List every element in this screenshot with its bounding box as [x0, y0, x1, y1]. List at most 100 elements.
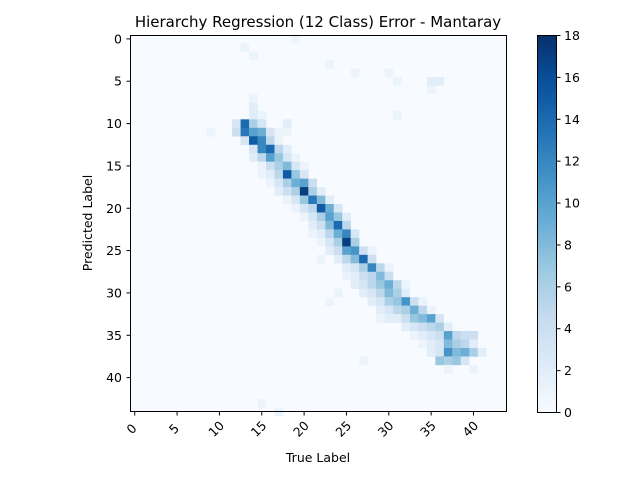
heatmap-cell — [426, 305, 436, 315]
heatmap-cell — [350, 263, 360, 273]
heatmap-cell — [350, 229, 360, 239]
colorbar — [537, 35, 557, 413]
y-tick-label: 5 — [114, 74, 122, 89]
heatmap-cell — [274, 127, 284, 137]
heatmap-cell — [460, 339, 470, 349]
heatmap-cell — [443, 322, 453, 332]
x-tick-label: 0 — [123, 421, 139, 437]
heatmap-cell — [249, 153, 258, 162]
heatmap-cell — [376, 297, 385, 306]
chart-title: Hierarchy Regression (12 Class) Error - … — [135, 13, 501, 31]
heatmap-cell — [384, 314, 394, 323]
heatmap-cell — [460, 356, 470, 366]
heatmap-cell — [359, 246, 368, 256]
colorbar-tick-label: 18 — [564, 28, 580, 43]
heatmap-cell — [359, 288, 368, 298]
heatmap-cell — [418, 314, 428, 323]
heatmap-cell — [274, 153, 284, 162]
heatmap-cell — [282, 187, 292, 196]
heatmap-cell — [342, 220, 351, 230]
heatmap-cell — [333, 237, 343, 247]
heatmap-cell — [435, 339, 445, 349]
heatmap-cell — [376, 288, 385, 298]
heatmap-cell — [282, 153, 292, 162]
heatmap-cell — [333, 212, 343, 222]
heatmap-cell — [376, 263, 385, 273]
heatmap-cell — [367, 288, 377, 298]
heatmap-cell — [384, 297, 394, 306]
y-tick-label: 25 — [106, 243, 122, 258]
heatmap-cell — [232, 119, 241, 129]
heatmap-cell — [282, 144, 292, 154]
heatmap-cell — [316, 195, 326, 205]
heatmap-cell — [308, 212, 318, 222]
heatmap-cell — [443, 356, 453, 366]
heatmap-cell — [367, 280, 377, 290]
heatmap-cell — [325, 297, 335, 306]
heatmap-cell — [426, 76, 436, 86]
heatmap-cell — [350, 237, 360, 247]
heatmap-cell — [460, 331, 470, 340]
heatmap-cell — [257, 127, 267, 137]
heatmap-cell — [291, 170, 301, 179]
colorbar-tick-label: 14 — [564, 112, 580, 127]
heatmap-cell — [376, 280, 385, 290]
colorbar-tick-label: 0 — [564, 405, 572, 420]
heatmap-cell — [274, 178, 284, 188]
heatmap-cell — [257, 110, 267, 120]
heatmap-cell — [299, 204, 309, 213]
y-tick-label: 40 — [106, 370, 122, 385]
heatmap-cell — [316, 254, 326, 264]
heatmap-cell — [316, 187, 326, 196]
heatmap-cell — [460, 347, 470, 357]
heatmap-cell — [299, 170, 309, 179]
heatmap-cell — [282, 178, 292, 188]
heatmap-cells — [130, 34, 507, 417]
y-axis-ticks: 0 5 10 15 20 25 30 35 40 — [106, 31, 131, 385]
heatmap-cell — [325, 237, 335, 247]
heatmap-cell — [240, 43, 250, 52]
heatmap-cell — [426, 85, 436, 95]
heatmap-cell — [435, 331, 445, 340]
heatmap-cell — [435, 314, 445, 323]
heatmap-cell — [274, 161, 284, 171]
heatmap-cell — [384, 68, 394, 78]
heatmap-cell — [435, 347, 445, 357]
colorbar-tick-label: 12 — [564, 154, 580, 169]
heatmap-cell — [350, 254, 360, 264]
heatmap-cell — [350, 280, 360, 290]
heatmap-cell — [249, 93, 258, 103]
heatmap-cell — [240, 119, 250, 129]
heatmap-cell — [401, 297, 411, 306]
heatmap-cell — [359, 263, 368, 273]
x-axis-label: True Label — [285, 450, 350, 465]
heatmap-cell — [393, 76, 402, 86]
heatmap-cell — [325, 229, 335, 239]
heatmap-cell — [342, 254, 351, 264]
heatmap-cell — [367, 254, 377, 264]
colorbar-tick-label: 6 — [564, 279, 572, 294]
heatmap-cell — [316, 229, 326, 239]
heatmap-cell — [265, 127, 275, 137]
heatmap-cell — [333, 204, 343, 213]
heatmap-cell — [299, 187, 309, 196]
heatmap-cell — [409, 305, 419, 315]
heatmap-cell — [359, 356, 368, 366]
heatmap-cell — [265, 178, 275, 188]
heatmap-cell — [409, 314, 419, 323]
heatmap-cell — [282, 195, 292, 205]
heatmap-cell — [257, 144, 267, 154]
heatmap-cell — [282, 127, 292, 137]
heatmap-cell — [477, 347, 487, 357]
heatmap-cell — [257, 153, 267, 162]
heatmap-cell — [426, 339, 436, 349]
heatmap-cell — [274, 136, 284, 146]
heatmap-cell — [291, 153, 301, 162]
heatmap-cell — [384, 288, 394, 298]
heatmap-cell — [342, 229, 351, 239]
heatmap-cell — [249, 127, 258, 137]
heatmap-cell — [342, 237, 351, 247]
y-tick-label: 0 — [114, 31, 122, 46]
x-tick-label: 40 — [459, 418, 481, 440]
x-tick-label: 30 — [375, 418, 397, 440]
